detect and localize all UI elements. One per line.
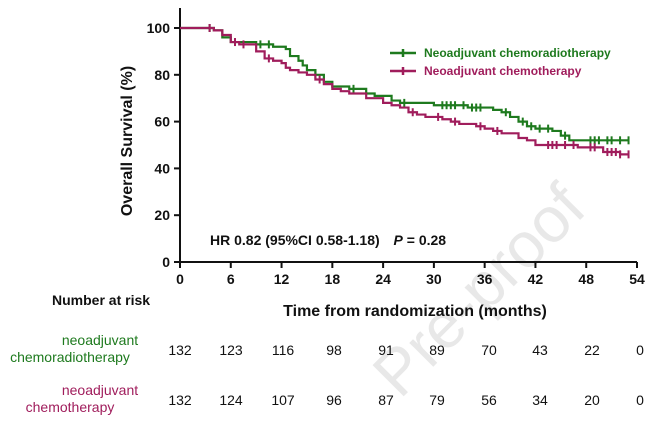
risk-value: 123 <box>219 342 243 358</box>
risk-value: 124 <box>219 392 243 408</box>
y-tick-label: 0 <box>162 254 170 270</box>
risk-value: 70 <box>481 342 497 358</box>
hr-annotation: HR 0.82 (95%CI 0.58-1.18) P = 0.28 <box>210 232 446 248</box>
p-text: = 0.28 <box>403 232 446 248</box>
x-tick-label: 36 <box>477 271 493 287</box>
risk-value: 79 <box>429 392 445 408</box>
risk-value: 89 <box>429 342 445 358</box>
survival-curves <box>180 24 630 159</box>
risk-value: 56 <box>481 392 497 408</box>
risk-value: 107 <box>271 392 295 408</box>
tick-labels: 0 6 12 18 24 30 36 42 48 54 0 20 40 60 80 100 <box>147 20 645 287</box>
y-tick-label: 20 <box>154 207 170 223</box>
risk-value: 22 <box>584 342 600 358</box>
y-axis-title: Overall Survival (%) <box>119 66 136 216</box>
risk-group-label-line1: neoadjuvant <box>62 332 138 348</box>
x-tick-label: 12 <box>274 271 290 287</box>
risk-value: 0 <box>636 342 644 358</box>
legend: Neoadjuvant chemoradiotherapy Neoadjuvant… <box>390 46 611 78</box>
x-tick-label: 48 <box>578 271 594 287</box>
series-line <box>180 26 629 156</box>
risk-value: 116 <box>272 342 295 358</box>
p-label: P <box>394 232 404 248</box>
risk-value: 87 <box>378 392 394 408</box>
y-tick-label: 100 <box>147 20 171 36</box>
x-tick-label: 24 <box>375 271 391 287</box>
risk-value: 20 <box>584 392 600 408</box>
watermark-text: Pre-proof <box>359 170 599 410</box>
x-tick-label: 0 <box>176 271 184 287</box>
risk-value: 98 <box>326 342 342 358</box>
risk-group-label-line2: chemotherapy <box>26 399 115 415</box>
y-tick-label: 40 <box>154 160 170 176</box>
risk-value: 132 <box>168 392 192 408</box>
legend-label: Neoadjuvant chemotherapy <box>424 64 582 78</box>
y-tick-label: 60 <box>154 114 170 130</box>
risk-value: 34 <box>532 392 548 408</box>
axes <box>174 8 638 268</box>
risk-value: 96 <box>326 392 342 408</box>
series-group <box>180 24 630 159</box>
hr-text: HR 0.82 (95%CI 0.58-1.18) <box>210 232 380 248</box>
risk-value: 0 <box>636 392 644 408</box>
x-tick-label: 30 <box>426 271 442 287</box>
risk-value: 43 <box>532 342 548 358</box>
risk-group-label-line1: neoadjuvant <box>62 382 138 398</box>
series-line <box>180 26 629 142</box>
y-tick-label: 80 <box>154 67 170 83</box>
legend-label: Neoadjuvant chemoradiotherapy <box>424 46 611 60</box>
x-tick-label: 6 <box>227 271 235 287</box>
series-group <box>180 24 630 145</box>
risk-group-label-line2: chemoradiotherapy <box>10 349 130 365</box>
risk-value: 132 <box>168 342 192 358</box>
x-tick-label: 42 <box>528 271 544 287</box>
x-tick-label: 18 <box>325 271 341 287</box>
risk-table-header: Number at risk <box>52 292 150 308</box>
risk-value: 91 <box>378 342 394 358</box>
x-axis-title: Time from randomization (months) <box>283 303 547 320</box>
x-tick-label: 54 <box>629 271 645 287</box>
